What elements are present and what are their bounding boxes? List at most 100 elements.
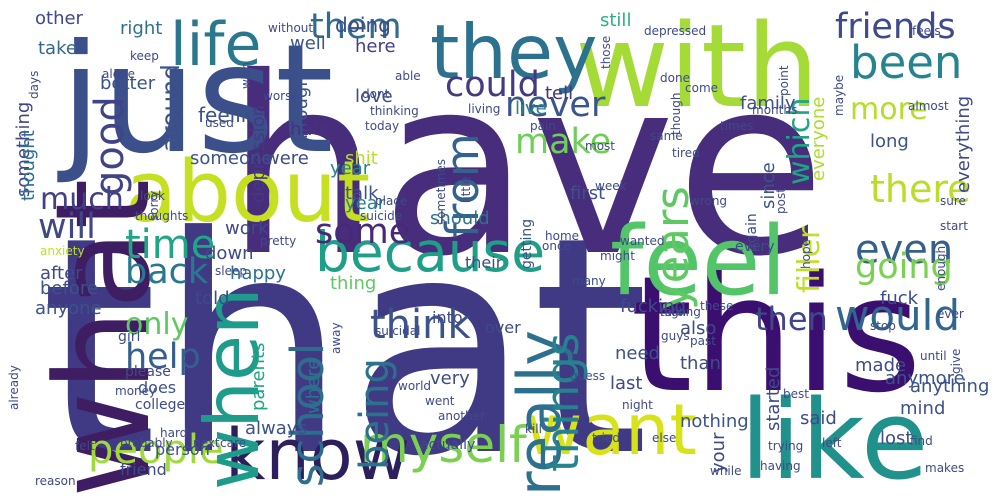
word-cloud-word: give [949, 348, 963, 374]
word-cloud-word: some [315, 212, 411, 252]
word-cloud-word: makes [925, 461, 965, 475]
word-cloud-word: once [542, 239, 571, 253]
word-cloud-word: alone [102, 67, 136, 81]
word-cloud-word: family [740, 93, 796, 114]
word-cloud-word: were [265, 148, 309, 169]
word-cloud-word: suicidal [375, 324, 421, 338]
word-cloud-word: years [646, 186, 699, 310]
word-cloud-word: year [345, 193, 386, 214]
word-cloud-word: stop [870, 319, 896, 333]
word-cloud-word: world [398, 379, 432, 393]
word-cloud-word: times [720, 119, 754, 133]
word-cloud-word: these [700, 299, 734, 313]
word-cloud-word: hope [799, 238, 813, 269]
word-cloud-word: else [652, 431, 677, 445]
word-cloud-word: dont [362, 87, 390, 101]
word-cloud-word: person [155, 440, 210, 459]
word-cloud-word: back [125, 252, 209, 292]
word-cloud-word: know [225, 414, 410, 496]
word-cloud-word: also [680, 318, 717, 339]
word-cloud-word: worse [263, 89, 299, 103]
word-cloud-word: little [459, 176, 473, 204]
word-cloud-word: home [545, 229, 580, 243]
word-cloud-word: keep [130, 49, 159, 63]
word-cloud-word: kill [525, 422, 542, 436]
word-cloud-word: start [940, 219, 968, 233]
word-cloud-word: going [855, 247, 953, 287]
word-cloud-word: without [268, 21, 314, 35]
word-cloud-word: they [430, 8, 598, 96]
word-cloud-word: time [125, 222, 216, 268]
word-cloud-word: about [125, 143, 371, 242]
word-cloud-word: this [630, 241, 922, 428]
word-cloud-word: those [599, 35, 613, 69]
word-cloud-word: around [156, 64, 185, 152]
word-cloud-word: many [572, 274, 606, 288]
word-cloud-word: very [430, 368, 470, 389]
word-cloud-word: work [225, 218, 269, 239]
word-cloud-word: sleep [215, 264, 247, 278]
word-cloud-word: said [800, 408, 837, 429]
word-cloud-word: even [855, 227, 954, 273]
word-cloud-word: point [777, 65, 791, 96]
word-cloud-word: life [170, 10, 262, 80]
word-cloud-word: already [7, 365, 21, 411]
word-cloud-word: then [755, 300, 828, 338]
word-cloud-word: hate [290, 119, 331, 140]
word-cloud-word: there [870, 167, 971, 211]
word-cloud-word: been [850, 36, 963, 89]
word-cloud-word: started [763, 366, 784, 431]
word-cloud-word: with [575, 0, 819, 134]
word-cloud-word: over [485, 318, 521, 337]
word-cloud-word: suicide [360, 209, 403, 223]
word-cloud-word: still [600, 10, 632, 31]
word-cloud-word: made [855, 355, 907, 376]
word-cloud-word: shit [345, 148, 378, 169]
word-cloud-word: happy [230, 263, 286, 284]
word-cloud-word: used [205, 116, 234, 130]
word-cloud-word: only [125, 307, 189, 342]
word-cloud-word: high [660, 305, 687, 319]
word-cloud-word: fuck [880, 288, 919, 309]
word-cloud-word: until [920, 349, 947, 363]
word-cloud-word: told [195, 288, 230, 309]
word-cloud-word: than [680, 353, 721, 374]
word-cloud-word: depressed [644, 24, 707, 38]
word-cloud-word: everyone [808, 97, 829, 182]
word-cloud-word: while [710, 464, 742, 478]
word-cloud-word: trying [768, 439, 804, 453]
word-cloud-word: after [40, 263, 83, 284]
word-cloud-word: myself [360, 416, 527, 474]
word-cloud-word: think [370, 302, 471, 348]
word-cloud-word: lost [880, 428, 913, 449]
word-cloud-word: same [650, 129, 683, 143]
word-cloud-word: parents [248, 342, 269, 411]
word-cloud-word: anxiety [40, 244, 85, 258]
word-cloud-word: into [432, 308, 463, 327]
word-cloud-word: someone [190, 148, 273, 169]
word-cloud-word: look [140, 189, 165, 203]
word-cloud-word: care [220, 436, 247, 450]
word-cloud-word: never [505, 85, 606, 125]
word-cloud-word: year [330, 158, 371, 179]
word-cloud-word: find [910, 434, 933, 448]
word-cloud-word: other [35, 8, 83, 29]
word-cloud-word: guess [570, 369, 606, 383]
word-cloud-word: sometimes [434, 158, 448, 225]
word-cloud-word: thing [330, 273, 377, 294]
word-cloud-word: next [193, 436, 220, 450]
word-cloud-word: thinking [370, 104, 419, 118]
word-cloud-word: thoughts [135, 209, 189, 223]
word-cloud-word: nothing [680, 411, 749, 432]
word-cloud-word: night [622, 398, 653, 412]
word-cloud-word: place [375, 194, 408, 208]
word-cloud-word: help [125, 337, 201, 377]
word-cloud-word: feels [912, 24, 941, 38]
word-cloud-word: done [660, 71, 690, 85]
word-cloud-word: does [138, 378, 177, 397]
word-cloud-word: away [329, 322, 343, 354]
word-cloud-word: talking [660, 305, 701, 319]
word-cloud-word: things [536, 332, 589, 472]
word-cloud-word: today [365, 119, 400, 133]
word-cloud-word: actually [420, 437, 476, 453]
